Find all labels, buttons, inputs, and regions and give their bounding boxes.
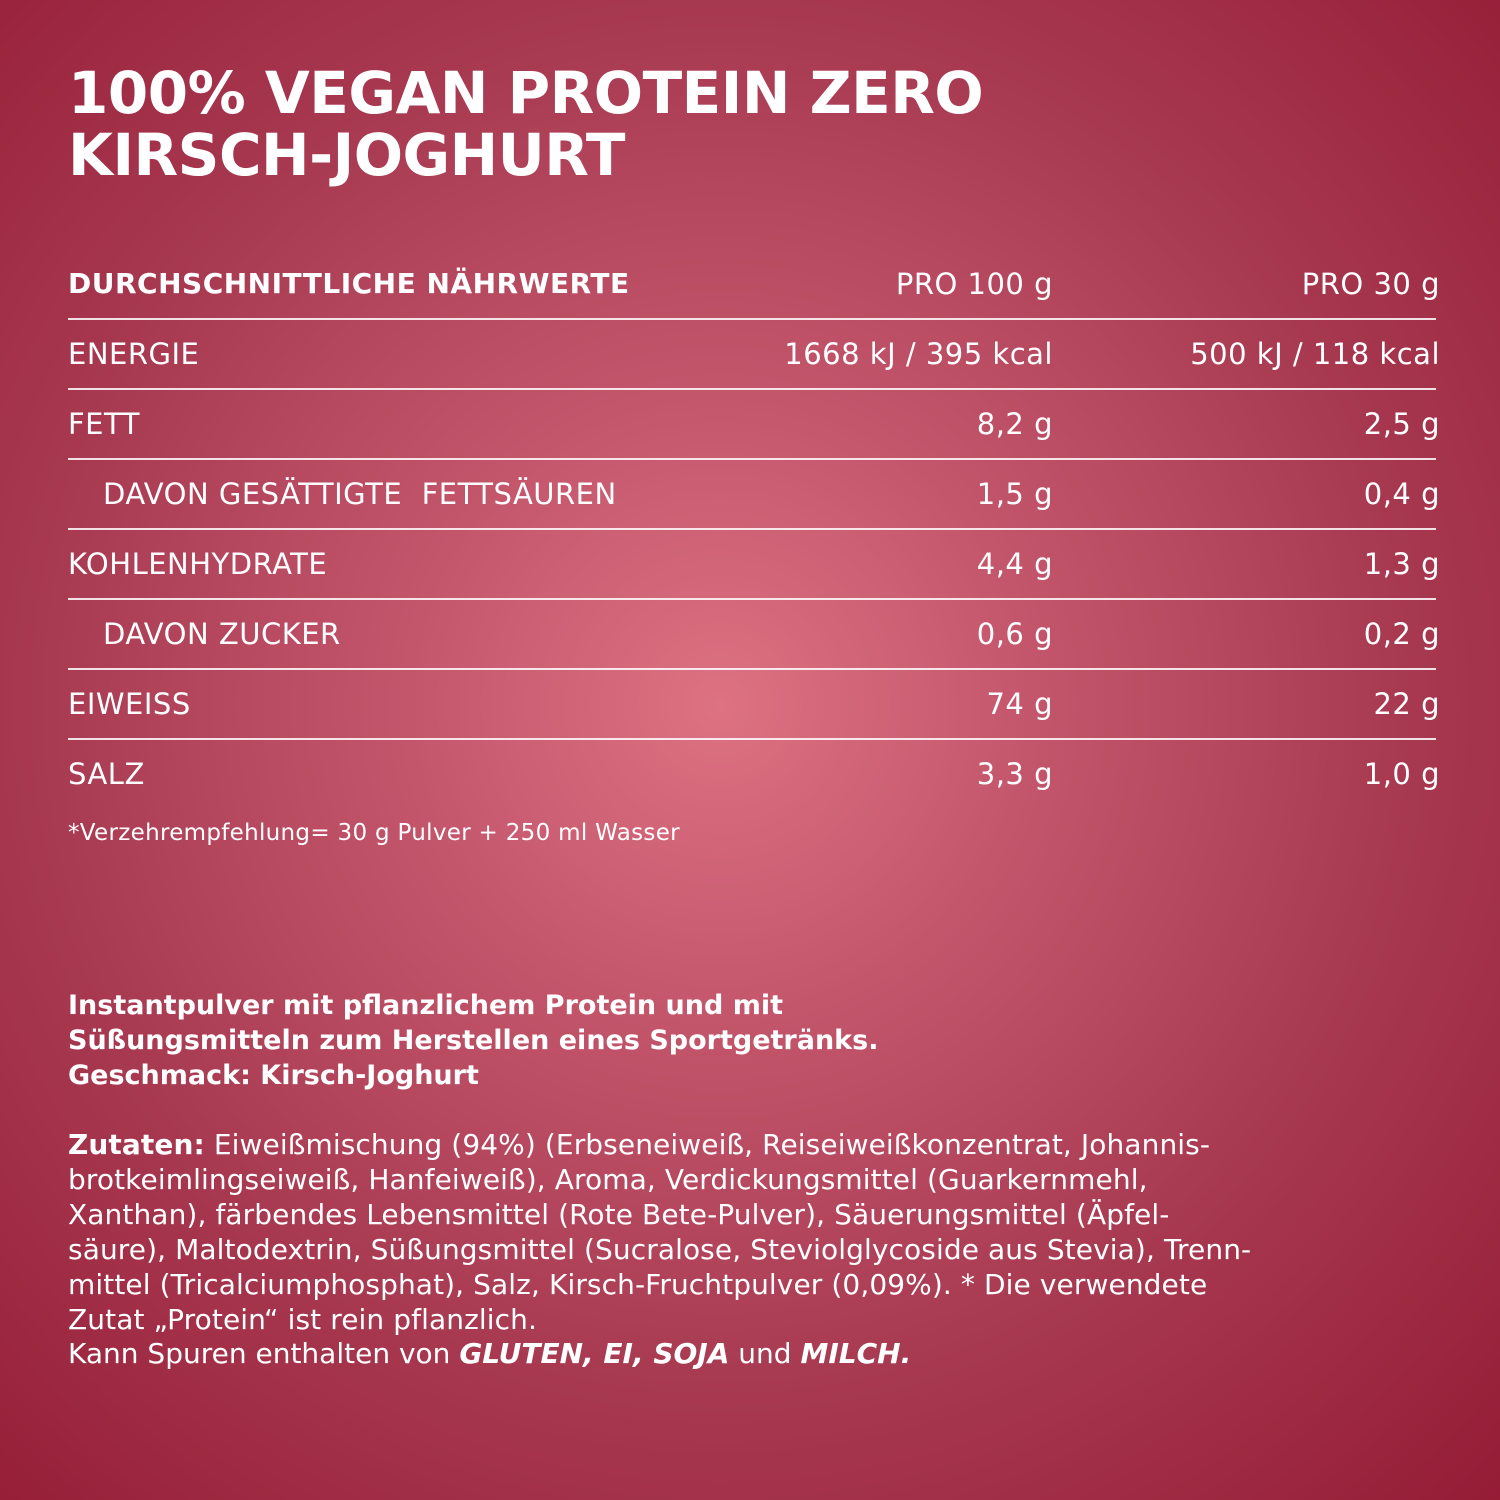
allergen-milk: MILCH. xyxy=(800,1337,912,1370)
row-label: DAVON ZUCKER xyxy=(103,617,341,651)
row-value-per-30g: 0,2 g xyxy=(1363,617,1440,651)
nutrition-row-fat: FETT 8,2 g 2,5 g xyxy=(68,390,1439,460)
row-value-per-30g: 2,5 g xyxy=(1363,407,1440,441)
nutrition-row-salt: SALZ 3,3 g 1,0 g xyxy=(68,740,1439,810)
row-label: FETT xyxy=(68,407,140,441)
allergen-list: GLUTEN, EI, SOJA xyxy=(459,1337,730,1370)
ingredients-line: Zutaten: Eiweißmischung (94%) (Erbseneiw… xyxy=(68,1127,1448,1162)
row-label: EIWEISS xyxy=(68,687,191,721)
row-value-per-100g: 4,4 g xyxy=(976,547,1053,581)
row-value-per-30g: 1,3 g xyxy=(1363,547,1440,581)
product-title-line-1: 100% VEGAN PROTEIN ZERO xyxy=(68,59,984,127)
product-description: Instantpulver mit pflanzlichem Protein u… xyxy=(68,988,878,1093)
product-title-line-2: KIRSCH-JOGHURT xyxy=(68,121,625,189)
row-value-per-100g: 0,6 g xyxy=(976,617,1053,651)
header-per-100g: PRO 100 g xyxy=(895,267,1053,301)
ingredients-line: mittel (Tricalciumphosphat), Salz, Kirsc… xyxy=(68,1268,1208,1301)
row-value-per-30g: 500 kJ / 118 kcal xyxy=(1190,337,1440,371)
allergen-conjunction: und xyxy=(729,1337,801,1370)
allergen-prefix: Kann Spuren enthalten von xyxy=(68,1337,460,1370)
row-value-per-30g: 1,0 g xyxy=(1363,757,1440,791)
row-value-per-30g: 22 g xyxy=(1373,687,1440,721)
ingredients-label: Zutaten: xyxy=(68,1128,205,1161)
allergen-notice: Kann Spuren enthalten von GLUTEN, EI, SO… xyxy=(68,1336,911,1371)
row-label: SALZ xyxy=(68,757,145,791)
description-line: Instantpulver mit pflanzlichem Protein u… xyxy=(68,990,784,1021)
row-value-per-30g: 0,4 g xyxy=(1363,477,1440,511)
nutrition-table: DURCHSCHNITTLICHE NÄHRWERTE PRO 100 g PR… xyxy=(68,250,1440,810)
nutrition-row-energy: ENERGIE 1668 kJ / 395 kcal 500 kJ / 118 … xyxy=(68,320,1440,390)
description-line: Geschmack: Kirsch-Joghurt xyxy=(68,1060,479,1091)
row-value-per-100g: 74 g xyxy=(986,687,1053,721)
row-label: ENERGIE xyxy=(68,337,200,371)
nutrition-table-header: DURCHSCHNITTLICHE NÄHRWERTE PRO 100 g PR… xyxy=(68,250,1439,320)
product-title: 100% VEGAN PROTEIN ZERO KIRSCH-JOGHURT xyxy=(68,59,984,189)
ingredients-line: Zutat „Protein“ ist rein pflanzlich. xyxy=(68,1303,537,1336)
row-value-per-100g: 1668 kJ / 395 kcal xyxy=(784,337,1053,371)
nutrition-row-saturated-fat: DAVON GESÄTTIGTE FETTSÄUREN 1,5 g 0,4 g xyxy=(68,460,1439,530)
header-label: DURCHSCHNITTLICHE NÄHRWERTE xyxy=(68,267,630,300)
nutrition-row-carbohydrates: KOHLENHYDRATE 4,4 g 1,3 g xyxy=(68,530,1439,600)
ingredients-line: säure), Maltodextrin, Süßungsmittel (Suc… xyxy=(68,1233,1252,1266)
row-value-per-100g: 8,2 g xyxy=(976,407,1053,441)
ingredients-text: Zutaten: Eiweißmischung (94%) (Erbseneiw… xyxy=(68,1127,1448,1337)
ingredients-line-text: Eiweißmischung (94%) (Erbseneiweiß, Reis… xyxy=(204,1128,1211,1161)
ingredients-line: brotkeimlingseiweiß, Hanfeiweiß), Aroma,… xyxy=(68,1163,1148,1196)
row-label: DAVON GESÄTTIGTE FETTSÄUREN xyxy=(103,477,617,511)
row-value-per-100g: 3,3 g xyxy=(976,757,1053,791)
header-per-30g: PRO 30 g xyxy=(1301,267,1440,301)
description-line: Süßungsmitteln zum Herstellen eines Spor… xyxy=(68,1025,879,1056)
nutrition-row-protein: EIWEISS 74 g 22 g xyxy=(68,670,1440,740)
serving-footnote: *Verzehrempfehlung= 30 g Pulver + 250 ml… xyxy=(68,820,680,846)
nutrition-row-sugar: DAVON ZUCKER 0,6 g 0,2 g xyxy=(68,600,1439,670)
row-label: KOHLENHYDRATE xyxy=(68,547,328,581)
row-value-per-100g: 1,5 g xyxy=(976,477,1053,511)
ingredients-line: Xanthan), färbendes Lebensmittel (Rote B… xyxy=(68,1198,1170,1231)
